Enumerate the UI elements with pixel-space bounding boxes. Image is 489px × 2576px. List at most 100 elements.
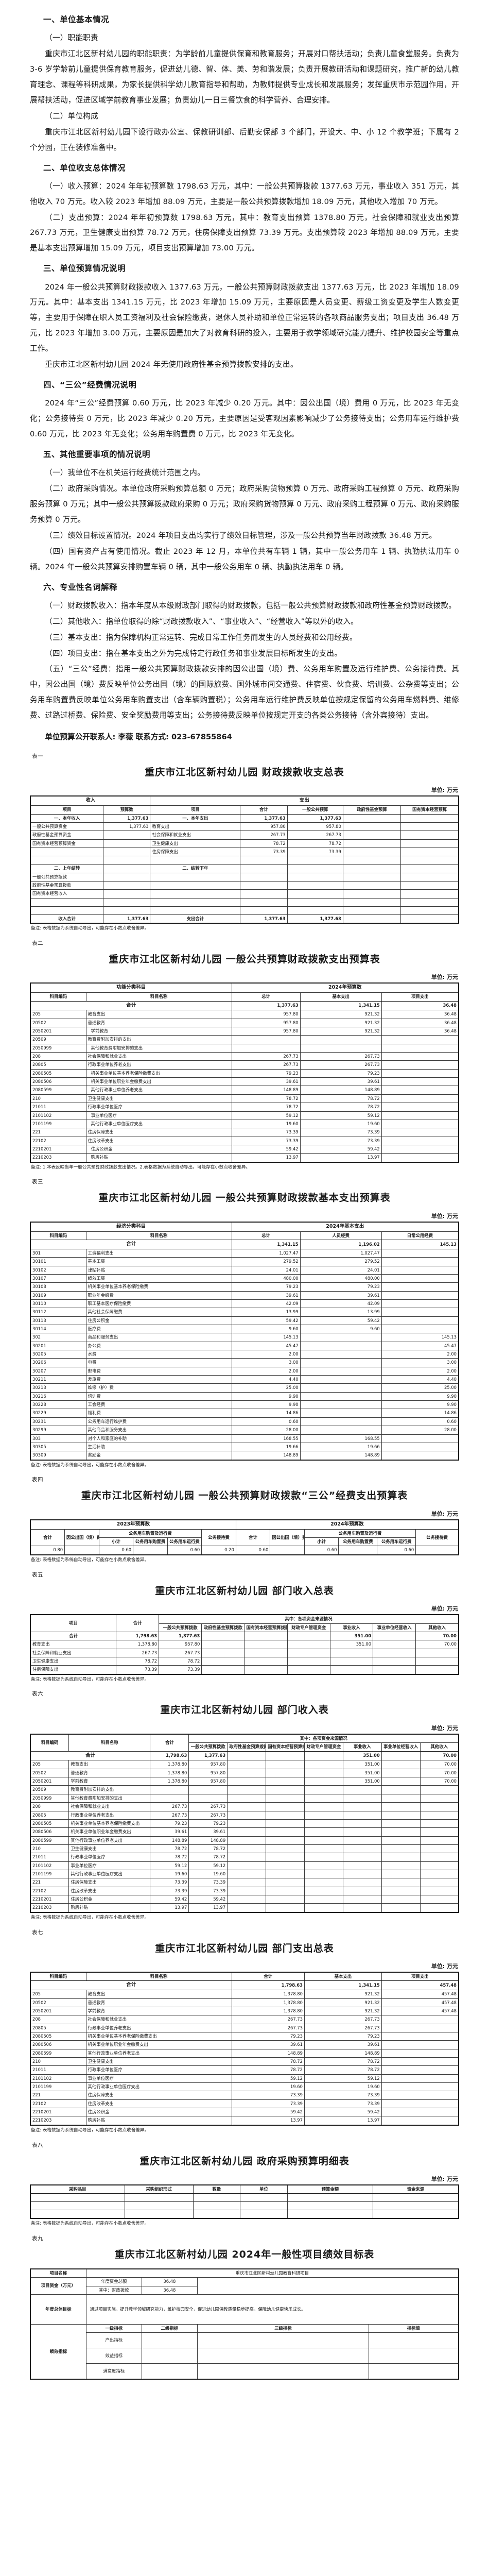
row-subject-name: 机关事业单位职业年金缴费支出 — [85, 2040, 232, 2049]
row-source-amount-1: 39.61 — [188, 1827, 228, 1837]
row-source-amount-6 — [381, 1894, 421, 1904]
row-subject-name: 医疗费 — [85, 1325, 232, 1334]
table-1-index: 表一 — [32, 753, 43, 759]
table-1-header-2: 项目 — [150, 805, 241, 815]
row-source-amount-6 — [381, 1777, 421, 1786]
table-row: 22102 住房改革支出 73.39 73.39 — [30, 1886, 459, 1895]
sangong-amount-0: 0.80 — [30, 1546, 65, 1555]
row-subject-name: 奖励金 — [85, 1451, 232, 1461]
row-expense-amount-1: 148.89 — [304, 2048, 382, 2058]
row-subject-name: 工资福利支出 — [85, 1248, 232, 1258]
sangong-amount-4: 0.60 — [167, 1546, 202, 1555]
row-amount-2 — [381, 1094, 459, 1104]
row-source-amount-1: 267.73 — [159, 1648, 202, 1657]
financial-table-3: 经济分类科目 2024年基本支出 科目编码 科目名称 总计 人员经费 日常公用经… — [30, 1221, 459, 1461]
row-source-amount-0: 267.73 — [150, 1810, 189, 1820]
row-source-amount-6 — [381, 1878, 421, 1887]
row-amount-2 — [381, 1308, 459, 1317]
row-amount-1: 1,027.47 — [300, 1248, 382, 1258]
table-row: 合计 1,341.15 1,196.02 145.13 — [30, 1240, 459, 1249]
row-subject-code: 210 — [30, 2057, 86, 2066]
row-amount-1: 13.97 — [300, 1153, 382, 1163]
row-amount-0: 24.01 — [231, 1265, 301, 1275]
row-amount-0: 59.42 — [231, 1144, 301, 1154]
row-subject-code: 20509 — [30, 1035, 86, 1044]
row-source-amount-1: 73.39 — [188, 1886, 228, 1895]
row-subject-name: 住房改革支出 — [68, 1886, 151, 1895]
table-6-header-7: 事业收入 — [342, 1742, 382, 1752]
row-source-amount-2 — [227, 1903, 267, 1913]
row-amount-1 — [300, 1383, 382, 1393]
row-source-amount-4 — [304, 1894, 343, 1904]
row-source-amount-2 — [227, 1819, 267, 1828]
row-source-amount-6 — [373, 1640, 416, 1649]
row-subject-code: 2101199 — [30, 1869, 69, 1879]
table-row: 合计 1,798.63 1,341.15 457.48 — [30, 1980, 459, 1991]
table-row: 20509 教育费附加安排的支出 — [30, 1035, 459, 1044]
row-amount-1 — [300, 1341, 382, 1351]
row-source-amount-4 — [304, 1810, 343, 1820]
row-subject-name: 其他行政事业单位养老支出 — [85, 1086, 232, 1095]
table-row: 2080599 其他行政事业单位养老支出 148.89 148.89 — [30, 1836, 459, 1845]
table-row: 政府性基金预算拨款 — [30, 880, 459, 890]
row-source-amount-0: 78.72 — [115, 1656, 160, 1666]
row-source-amount-4 — [304, 1853, 343, 1862]
row-source-amount-0: 79.23 — [150, 1819, 189, 1828]
row-subject-name: 教育支出 — [68, 1760, 151, 1769]
section-6-para-2: （二）其他收入：指单位取得的除“财政拨款收入”、“事业收入”、“经营收入”等以外… — [45, 617, 358, 626]
perf-header-level2: 二级指标 — [141, 2324, 198, 2333]
row-amount-1: 39.61 — [300, 1291, 382, 1300]
table-row: 30109 职业年金缴费 39.61 39.61 — [30, 1291, 459, 1300]
table-6-header-9: 其他收入 — [420, 1742, 459, 1752]
row-source-amount-4 — [304, 1869, 343, 1879]
contact-line: 单位预算公开联系人: 李薇 联系方式: 023-67855864 — [45, 733, 232, 742]
row-expense-amount-1: 1,341.15 — [304, 1980, 382, 1991]
row-subject-code: 301 — [30, 1248, 86, 1258]
table-5-title: 重庆市江北区新村幼儿园 部门收入总表 — [155, 1585, 334, 1597]
row-amount-2: 25.00 — [381, 1383, 459, 1393]
row-amount-1: 39.61 — [300, 1077, 382, 1087]
table-row: 教育支出 1,378.80 957.80 351.00 70.00 — [30, 1640, 459, 1649]
row-income-amount — [102, 872, 151, 882]
table-1-body: 一、本年收入 1,377.63 一、本年支出 1,377.63 1,377.63 一般公共… — [30, 814, 459, 924]
row-source-amount-2 — [227, 1827, 267, 1837]
row-source-amount-4 — [304, 1751, 343, 1761]
table-1-block: 表一 重庆市江北区新村幼儿园 财政拨款收支总表 单位: 万元 收入 支出 项目 … — [30, 752, 459, 932]
section-3-para-2: 重庆市江北区新村幼儿园 2024 年无使用政府性基金预算拨款安排的支出。 — [45, 360, 298, 369]
row-amount-1 — [300, 1375, 382, 1384]
row-subject-code: 303 — [30, 1434, 86, 1443]
table-7-unit: 单位: 万元 — [431, 1963, 458, 1970]
table-row: 30213 维修（护）费 25.00 25.00 — [30, 1383, 459, 1393]
perf-label-project-name: 项目名称 — [30, 2268, 86, 2278]
row-source-amount-4 — [304, 1777, 343, 1786]
table-4-h-2023-total: 合计 — [30, 1529, 65, 1547]
table-row: 30201 办公费 45.47 45.47 — [30, 1341, 459, 1351]
row-income-item: 政府性基金预算资金 — [30, 831, 103, 840]
row-subject-code: 208 — [30, 1052, 86, 1061]
row-source-amount-3 — [266, 1793, 305, 1803]
row-source-amount-0: 39.61 — [150, 1827, 189, 1837]
row-source-amount-4 — [304, 1793, 343, 1803]
row-source-amount-4 — [304, 1861, 343, 1870]
row-subject-code: 20509 — [30, 1785, 69, 1794]
row-amount-0: 3.00 — [231, 1358, 301, 1367]
row-source-amount-7 — [420, 1894, 459, 1904]
row-subject-name: 学前教育 — [85, 2006, 232, 2016]
row-source-amount-1: 78.72 — [159, 1656, 202, 1666]
row-amount-2 — [381, 1265, 459, 1275]
table-2-body: 合计 1,377.63 1,341.15 36.48 205 教育支出 957.80 921.… — [30, 1001, 459, 1163]
table-row: 302 商品和服务支出 145.13 145.13 — [30, 1333, 459, 1342]
row-source-amount-7: 70.00 — [420, 1760, 459, 1769]
row-expense-fund — [342, 856, 401, 865]
row-amount-1 — [300, 1333, 382, 1342]
row-expense-capital — [400, 831, 459, 840]
row-expense-amount-2 — [381, 2023, 459, 2032]
row-expense-fund — [342, 814, 401, 823]
row-income-item: 一般公共预算拨款 — [30, 872, 103, 882]
table-2-header-4: 项目支出 — [381, 992, 459, 1002]
row-source-amount-3 — [244, 1656, 288, 1666]
table-row: 20509 教育费附加安排的支出 — [30, 1785, 459, 1794]
row-total-label: 合计 — [30, 1980, 232, 1991]
row-expense-item: 卫生健康支出 — [150, 839, 241, 848]
row-amount-2 — [381, 1299, 459, 1309]
